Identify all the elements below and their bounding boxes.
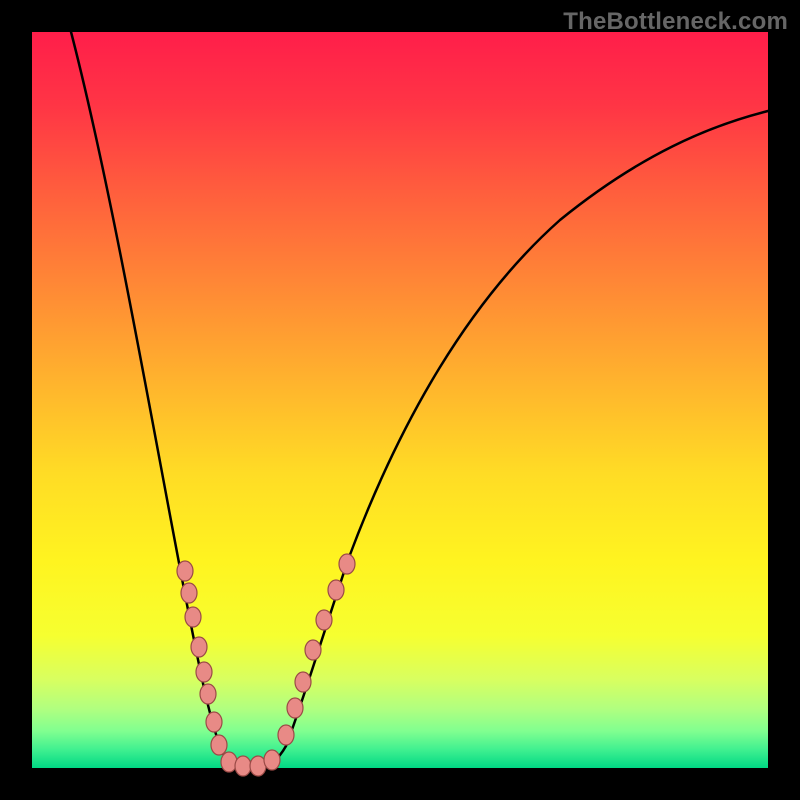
curve-marker [316, 610, 332, 630]
curve-marker [185, 607, 201, 627]
curve-marker [305, 640, 321, 660]
curve-marker [211, 735, 227, 755]
curve-marker [264, 750, 280, 770]
curve-marker [177, 561, 193, 581]
curve-marker [196, 662, 212, 682]
curve-marker [278, 725, 294, 745]
curve-marker [295, 672, 311, 692]
curve-marker [287, 698, 303, 718]
v-curve-line [70, 28, 772, 766]
curve-marker [221, 752, 237, 772]
curve-marker [328, 580, 344, 600]
curve-marker [339, 554, 355, 574]
curve-marker [200, 684, 216, 704]
curve-marker [191, 637, 207, 657]
curve-layer [0, 0, 800, 800]
curve-marker [181, 583, 197, 603]
watermark-text: TheBottleneck.com [563, 8, 788, 36]
curve-marker [235, 756, 251, 776]
curve-marker [206, 712, 222, 732]
marker-group [177, 554, 355, 776]
